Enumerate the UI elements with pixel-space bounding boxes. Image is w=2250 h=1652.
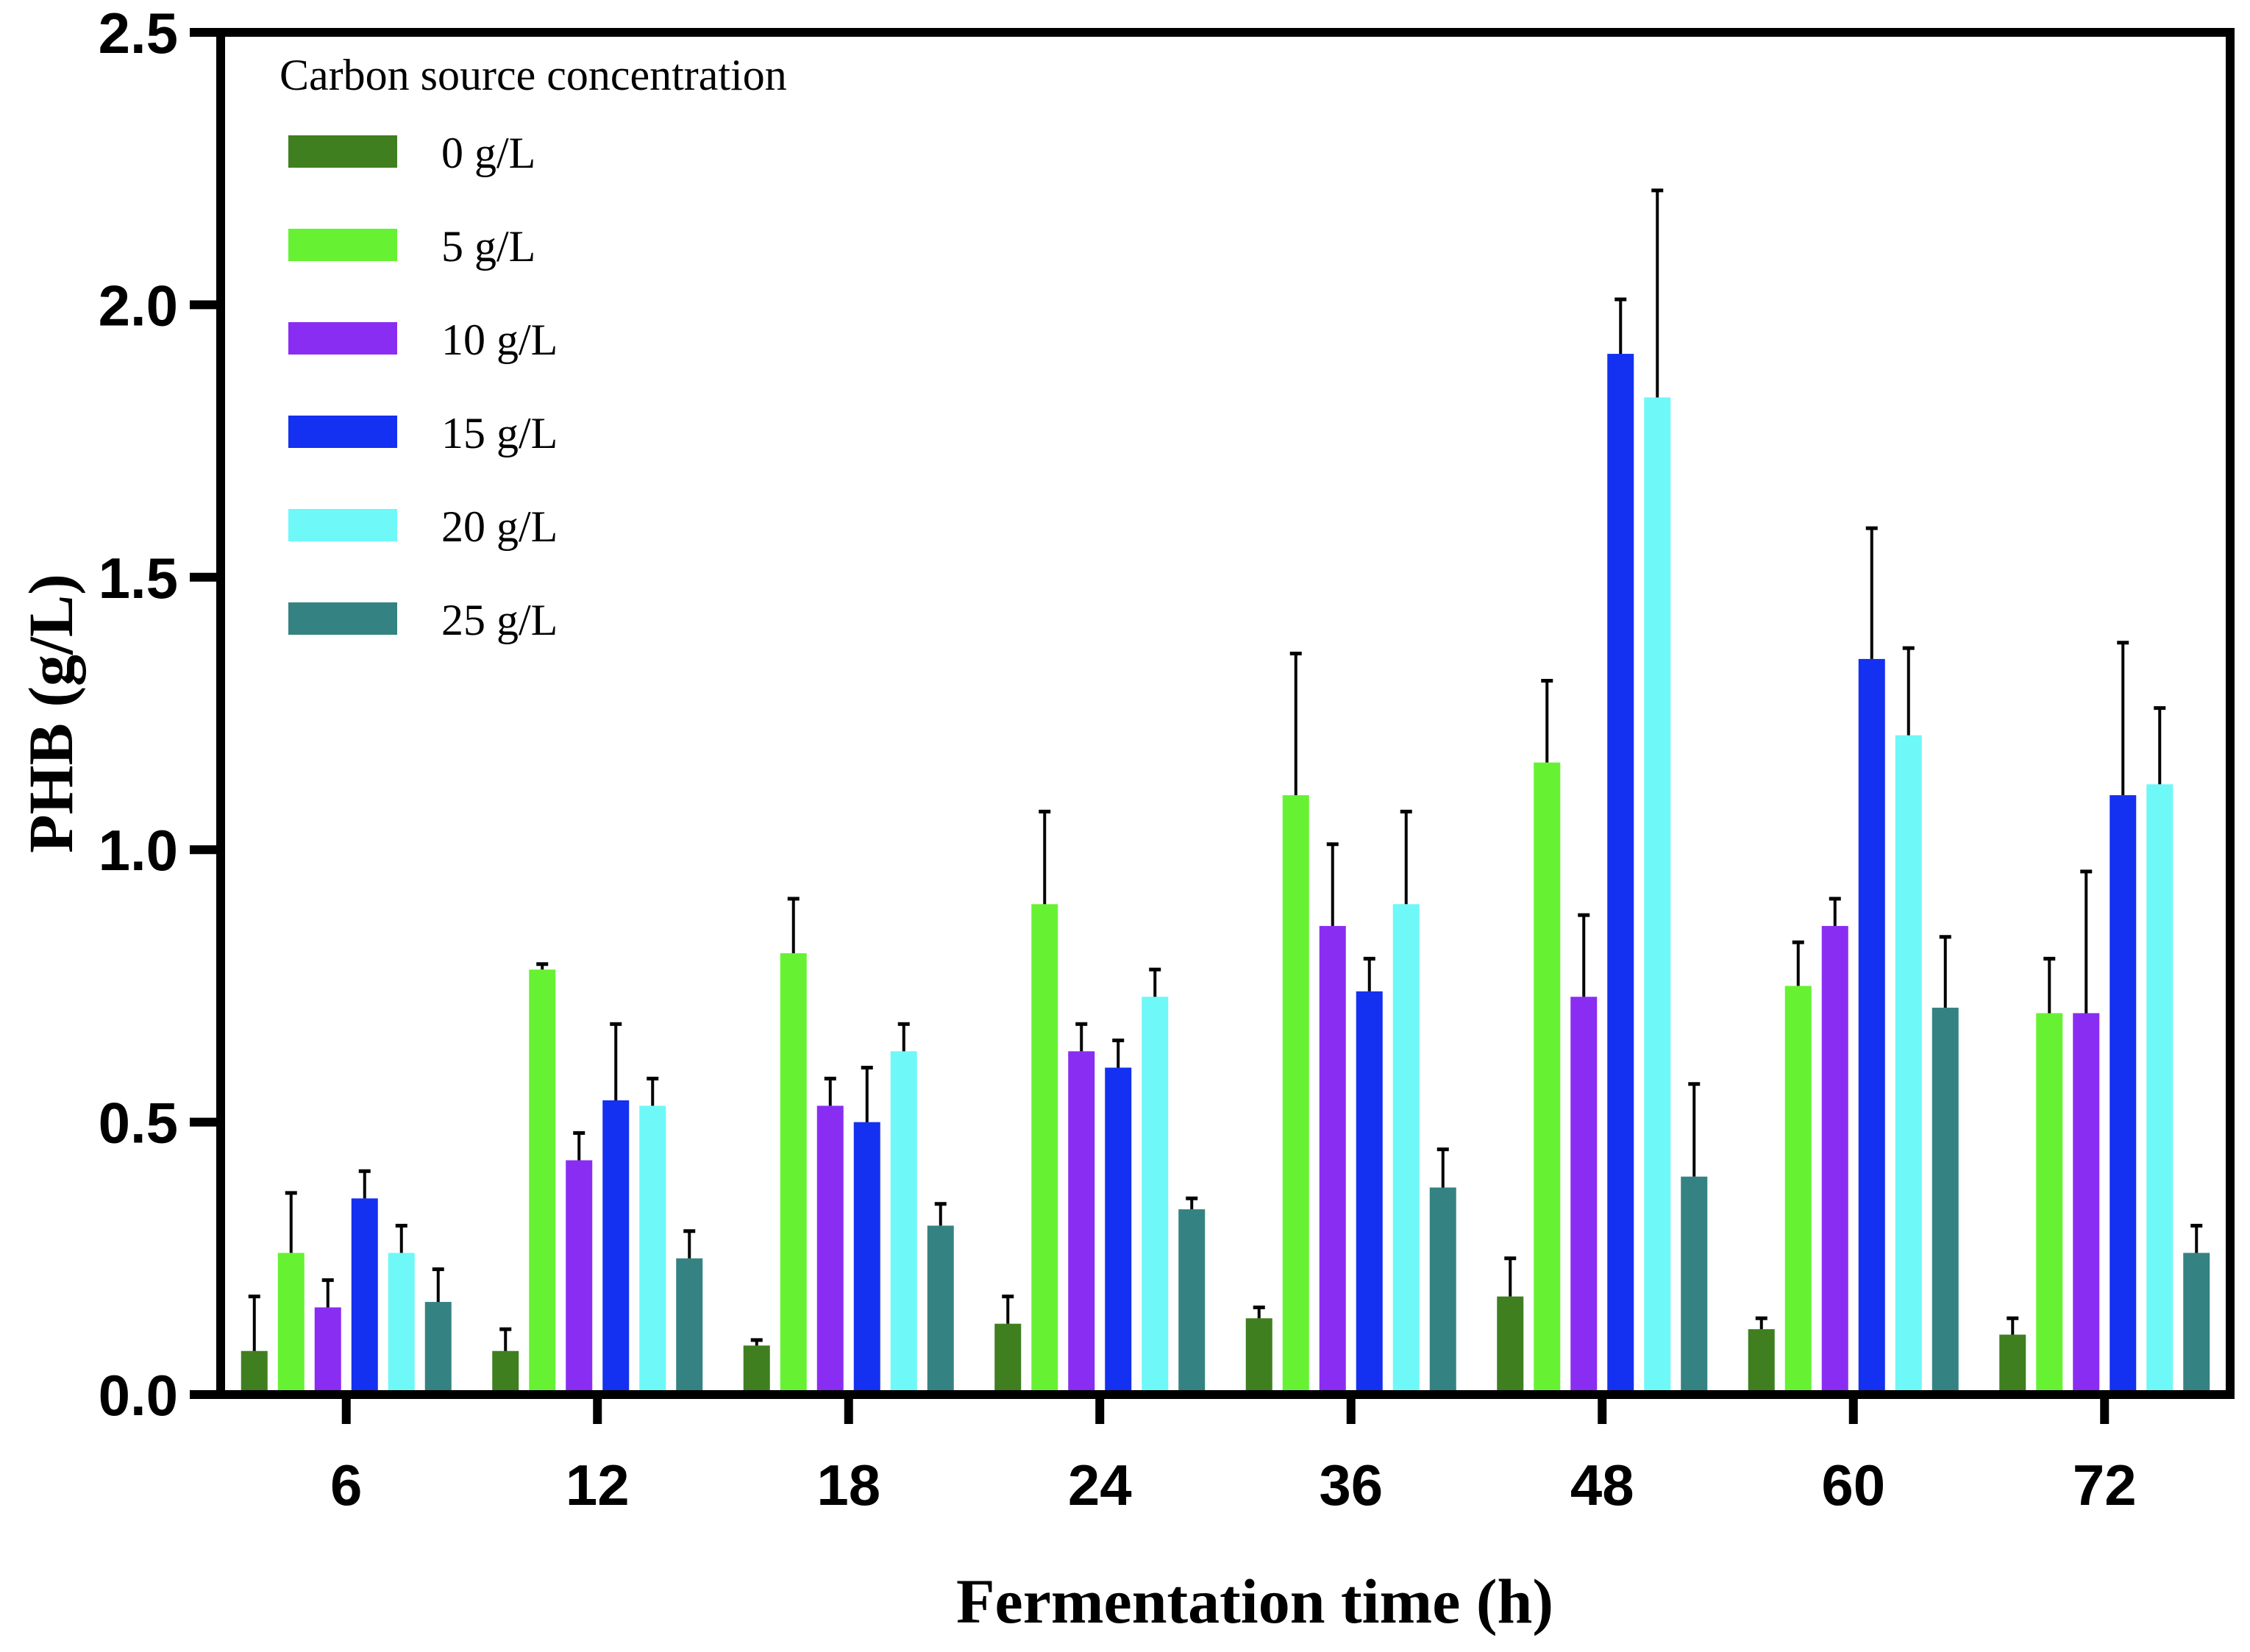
x-tick-label: 6 (330, 1453, 362, 1517)
x-tick-label: 48 (1570, 1453, 1634, 1517)
bar (1497, 1296, 1524, 1395)
x-tick-label: 72 (2073, 1453, 2137, 1517)
bar (853, 1122, 880, 1395)
legend-label: 20 g/L (441, 502, 558, 551)
bar (743, 1345, 770, 1395)
y-tick-label: 0.5 (99, 1091, 178, 1156)
legend-swatch (288, 322, 397, 355)
bar (890, 1051, 917, 1395)
legend-swatch (288, 509, 397, 541)
bar (780, 953, 807, 1395)
bar (277, 1253, 305, 1395)
bar (602, 1100, 630, 1395)
bar (1392, 904, 1420, 1395)
bar (1895, 735, 1922, 1395)
x-tick-label: 12 (566, 1453, 630, 1517)
bar (314, 1307, 341, 1395)
bar (639, 1106, 666, 1395)
y-axis-title: PHB (g/L) (15, 574, 86, 853)
bar (1282, 795, 1309, 1395)
y-tick-label: 2.5 (99, 1, 178, 65)
axis-ticks-layer: 0.0 0.5 1.0 1.5 2.0 2.5 6 12 18 24 36 48 60 72 (99, 1, 2137, 1517)
bar (1858, 658, 1885, 1395)
legend-swatch (288, 416, 397, 448)
bar (1356, 991, 1383, 1395)
legend-swatch (288, 602, 397, 635)
x-tick-label: 18 (816, 1453, 880, 1517)
bar (1999, 1334, 2026, 1395)
bar (1932, 1008, 1959, 1395)
bar (2036, 1013, 2063, 1395)
legend-label: 10 g/L (441, 316, 558, 364)
bar (351, 1198, 378, 1395)
bar (1031, 904, 1058, 1395)
bar (927, 1225, 954, 1395)
bar (1534, 762, 1561, 1395)
bar (676, 1258, 703, 1395)
bar (1068, 1051, 1095, 1395)
x-tick-label: 24 (1068, 1453, 1132, 1517)
bar (1245, 1318, 1272, 1395)
legend-label: 15 g/L (441, 409, 558, 457)
bar (2183, 1253, 2210, 1395)
bar (1570, 997, 1598, 1395)
bar (388, 1253, 415, 1395)
bar (1748, 1329, 1775, 1395)
x-axis-title: Fermentation time (h) (956, 1566, 1553, 1637)
bar (1178, 1209, 1206, 1395)
bar (816, 1106, 844, 1395)
legend-label: 25 g/L (441, 596, 558, 644)
x-tick-label: 36 (1319, 1453, 1383, 1517)
y-tick-label: 2.0 (99, 273, 178, 338)
y-tick-label: 1.5 (99, 546, 178, 610)
bar (241, 1350, 268, 1395)
bar (1607, 354, 1634, 1395)
legend-label: 0 g/L (441, 129, 535, 177)
y-tick-label: 1.0 (99, 818, 178, 883)
bar (566, 1160, 593, 1395)
bar (424, 1302, 452, 1395)
bar (1681, 1176, 1708, 1395)
bars-layer (241, 188, 2210, 1395)
bar (2146, 784, 2174, 1395)
bar (1821, 925, 1848, 1395)
bar (1784, 986, 1812, 1395)
bar (1142, 997, 1169, 1395)
plot-frame (216, 28, 2235, 1399)
bar (2110, 795, 2137, 1395)
legend-label: 5 g/L (441, 222, 535, 271)
bar (1644, 397, 1671, 1395)
x-tick-label: 60 (1821, 1453, 1885, 1517)
bar (1429, 1187, 1456, 1395)
legend: Carbon source concentration 0 g/L 5 g/L 10… (280, 51, 787, 644)
legend-title: Carbon source concentration (280, 51, 787, 99)
legend-swatch (288, 229, 397, 261)
bar (2073, 1013, 2100, 1395)
bar (994, 1323, 1022, 1395)
bar (529, 969, 556, 1395)
legend-swatch (288, 135, 397, 168)
bar (492, 1350, 519, 1395)
y-tick-label: 0.0 (99, 1363, 178, 1428)
bar (1105, 1067, 1132, 1395)
bar (1319, 925, 1346, 1395)
